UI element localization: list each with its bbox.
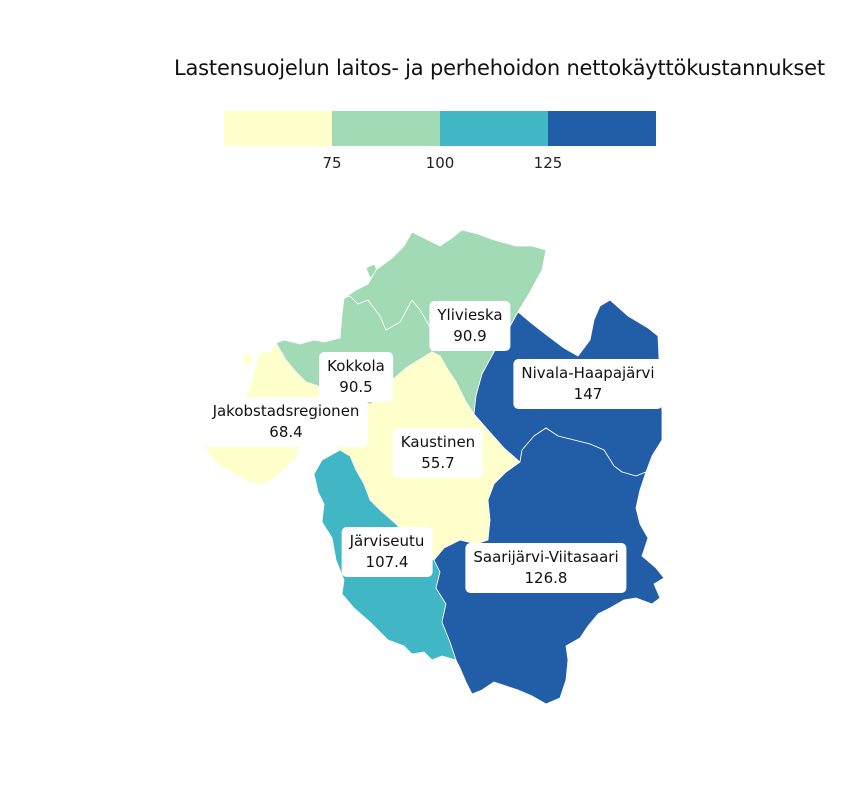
region-value: 107.4 xyxy=(365,553,409,571)
legend-tick-100: 100 xyxy=(425,154,455,172)
legend-swatch-4 xyxy=(548,111,656,146)
legend-swatch-1 xyxy=(224,111,332,146)
region-name: Jakobstadsregionen xyxy=(212,402,360,420)
legend-swatch-3 xyxy=(440,111,548,146)
map-title: Lastensuojelun laitos- ja perhehoidon ne… xyxy=(174,56,825,80)
legend-swatch-2 xyxy=(332,111,440,146)
region-value: 68.4 xyxy=(269,423,303,441)
region-name: Nivala-Haapajärvi xyxy=(521,364,655,382)
region-name: Kaustinen xyxy=(400,433,476,451)
label-kaustinen: Kaustinen 55.7 xyxy=(392,428,484,478)
label-saarijarvi-viitasaari: Saarijärvi-Viitasaari 126.8 xyxy=(465,543,627,593)
region-value: 90.9 xyxy=(453,327,487,345)
region-name: Kokkola xyxy=(327,357,385,375)
color-legend xyxy=(224,111,656,146)
region-value: 55.7 xyxy=(421,454,455,472)
region-value: 126.8 xyxy=(524,569,568,587)
label-nivala-haapajarvi: Nivala-Haapajärvi 147 xyxy=(513,359,663,409)
region-name: Järviseutu xyxy=(349,532,425,550)
legend-tick-75: 75 xyxy=(322,154,342,172)
region-value: 147 xyxy=(573,385,603,403)
label-ylivieska: Ylivieska 90.9 xyxy=(429,301,511,351)
region-name: Saarijärvi-Viitasaari xyxy=(473,548,619,566)
region-name: Ylivieska xyxy=(437,306,503,324)
label-kokkola: Kokkola 90.5 xyxy=(319,352,393,402)
region-value: 90.5 xyxy=(339,378,373,396)
legend-tick-125: 125 xyxy=(533,154,563,172)
label-jakobstadsregionen: Jakobstadsregionen 68.4 xyxy=(204,397,368,447)
label-jarviseutu: Järviseutu 107.4 xyxy=(341,527,433,577)
